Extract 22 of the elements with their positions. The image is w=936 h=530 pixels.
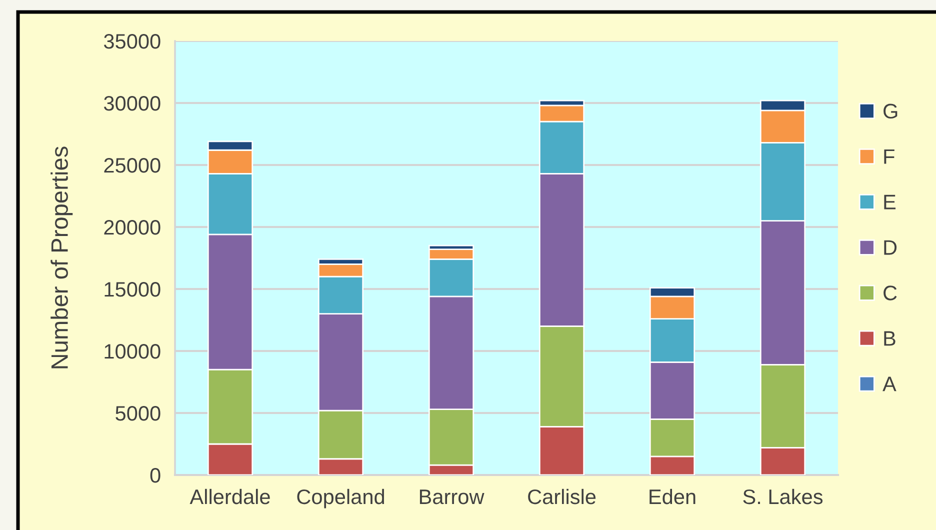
y-tick-label: 15000 (104, 282, 160, 297)
legend-label: F (884, 149, 894, 164)
x-tick-label: Barrow (420, 490, 484, 504)
legend-label: A (882, 376, 896, 392)
legend-label: B (884, 331, 896, 346)
x-tick-label: S. Lakes (743, 488, 823, 504)
y-tick-label: 20000 (104, 220, 160, 235)
y-tick-label: 30000 (104, 96, 160, 111)
y-tick-label: 10000 (104, 344, 160, 359)
legend-label: C (884, 286, 897, 300)
legend-label: D (884, 240, 897, 255)
x-tick-label: Carlisle (528, 488, 596, 504)
x-tick-label: Allerdale (190, 488, 270, 504)
y-tick-label: 25000 (104, 158, 160, 173)
x-tick-label: Copeland (297, 488, 384, 508)
y-tick-label: 5000 (116, 406, 160, 421)
y-tick-label: 35000 (104, 34, 160, 49)
legend-label: G (884, 104, 898, 119)
x-tick-label: Eden (650, 488, 696, 504)
legend-label: E (884, 194, 896, 210)
y-axis-title: Number of Properties (50, 146, 73, 368)
y-tick-label: 0 (150, 468, 160, 483)
